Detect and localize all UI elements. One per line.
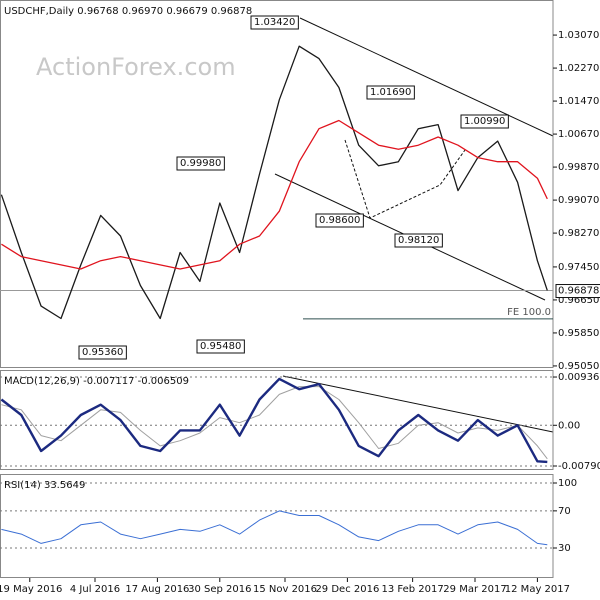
price-label-box xyxy=(315,213,364,228)
x-tick-label: 15 Nov 2016 xyxy=(253,584,317,595)
x-tick-label: 4 Jul 2016 xyxy=(70,584,120,595)
x-tick-label: 12 May 2017 xyxy=(505,584,570,595)
price-label-box xyxy=(394,233,443,248)
y-tick-label: 0.00 xyxy=(558,420,580,431)
dashed-path xyxy=(344,139,466,219)
price-label: 1.00990 xyxy=(464,116,505,127)
price-label: 0.95360 xyxy=(82,347,123,358)
price-label-box xyxy=(460,114,509,129)
x-tick-label: 19 May 2016 xyxy=(0,584,62,595)
x-tick-label: 13 Feb 2017 xyxy=(381,584,443,595)
y-tick-label: 0.97450 xyxy=(558,262,599,273)
x-tick-label: 29 Mar 2017 xyxy=(443,584,506,595)
y-tick-label: 1.02270 xyxy=(558,63,599,74)
y-tick-label: 100 xyxy=(558,478,577,489)
y-tick-label: 0.99070 xyxy=(558,195,599,206)
macd-trendline xyxy=(282,375,554,433)
panel-title: RSI(14) 33.5649 xyxy=(4,480,85,491)
series-line xyxy=(1,119,548,270)
panel-title: MACD(12,26,9) -0.007117 -0.006509 xyxy=(4,376,189,387)
series-line xyxy=(1,386,548,460)
price-label: 0.98120 xyxy=(398,235,439,246)
price-label-box xyxy=(176,156,225,171)
panel-frame xyxy=(0,474,554,578)
price-label-box xyxy=(250,15,299,30)
watermark: ActionForex.com xyxy=(36,53,236,81)
x-tick-label: 30 Sep 2016 xyxy=(188,584,251,595)
y-tick-label: 0.98270 xyxy=(558,228,599,239)
price-label: 0.98600 xyxy=(319,215,360,226)
y-tick-label: 0.009366 xyxy=(558,372,600,383)
y-tick-label: 1.03070 xyxy=(558,30,599,41)
x-tick-label: 17 Aug 2016 xyxy=(125,584,189,595)
panel-frame xyxy=(0,370,554,470)
y-tick-label: 0.96650 xyxy=(558,295,599,306)
y-tick-label: 0.95050 xyxy=(558,361,599,372)
y-tick-label: 0.95850 xyxy=(558,328,599,339)
last-price-label: 0.96878 xyxy=(558,286,599,297)
price-label: 1.03420 xyxy=(254,17,295,28)
price-label-box xyxy=(196,339,245,354)
price-label-box xyxy=(78,345,127,360)
price-label: 0.95480 xyxy=(200,341,241,352)
panel-frame xyxy=(0,0,554,368)
panel-title: USDCHF,Daily 0.96768 0.96970 0.96679 0.9… xyxy=(4,6,252,17)
price-label-box xyxy=(366,85,415,100)
y-tick-label: 1.01470 xyxy=(558,96,599,107)
price-label: 0.99980 xyxy=(180,158,221,169)
y-tick-label: 1.00670 xyxy=(558,129,599,140)
x-tick-label: 29 Dec 2016 xyxy=(315,584,379,595)
channel-top xyxy=(299,17,554,137)
y-tick-label: 0.99870 xyxy=(558,162,599,173)
y-tick-label: 70 xyxy=(558,506,571,517)
y-tick-label: 30 xyxy=(558,543,571,554)
fe-label: FE 100.0 xyxy=(507,307,551,318)
price-label: 1.01690 xyxy=(370,87,411,98)
series-line xyxy=(0,45,548,320)
last-price-box xyxy=(555,284,600,299)
y-tick-label: -0.007902 xyxy=(558,461,600,472)
series-line xyxy=(0,377,548,464)
series-line xyxy=(1,510,548,546)
trendlines xyxy=(274,17,554,433)
